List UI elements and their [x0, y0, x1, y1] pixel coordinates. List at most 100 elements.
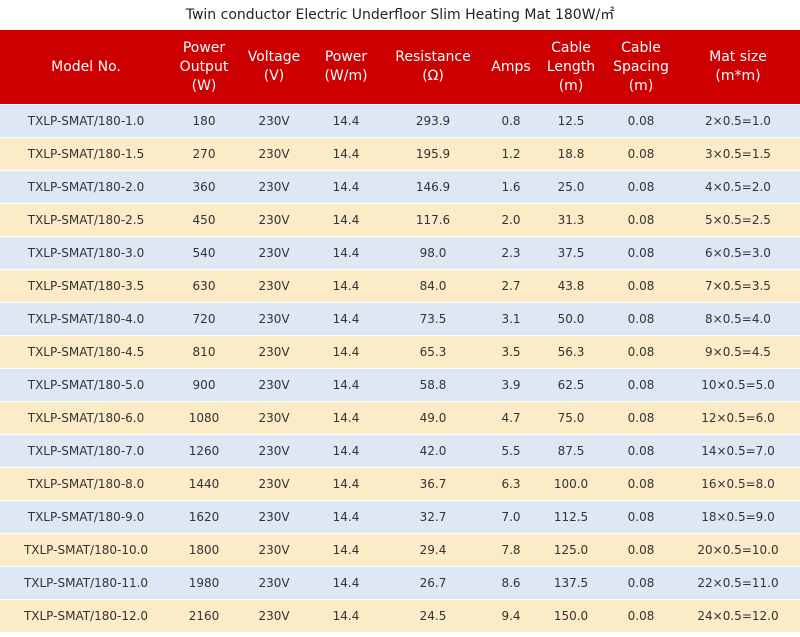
table-row: TXLP-SMAT/180-4.5 810 230V 14.4 65.3 3.5 56.3 0…: [0, 335, 800, 369]
cell-power-per-meter: 14.4: [312, 401, 380, 435]
cell-model-no: TXLP-SMAT/180-2.5: [0, 203, 172, 237]
cell-cable-spacing: 0.08: [606, 137, 676, 171]
cell-power-output: 2160: [172, 599, 236, 632]
cell-mat-size: 24×0.5=12.0: [676, 599, 800, 632]
col-header-amps: Amps: [486, 30, 536, 105]
cell-power-output: 1620: [172, 500, 236, 534]
col-header-resistance: Resistance (Ω): [380, 30, 486, 105]
cell-voltage: 230V: [236, 467, 312, 501]
cell-cable-length: 100.0: [536, 467, 606, 501]
cell-cable-length: 18.8: [536, 137, 606, 171]
cell-power-output: 180: [172, 104, 236, 138]
cell-cable-spacing: 0.08: [606, 104, 676, 138]
cell-resistance: 293.9: [380, 104, 486, 138]
cell-cable-spacing: 0.08: [606, 203, 676, 237]
cell-model-no: TXLP-SMAT/180-8.0: [0, 467, 172, 501]
table-row: TXLP-SMAT/180-3.5 630 230V 14.4 84.0 2.7 43.8 0…: [0, 269, 800, 303]
cell-power-per-meter: 14.4: [312, 434, 380, 468]
cell-power-output: 1440: [172, 467, 236, 501]
cell-resistance: 26.7: [380, 566, 486, 600]
cell-mat-size: 18×0.5=9.0: [676, 500, 800, 534]
cell-resistance: 146.9: [380, 170, 486, 204]
cell-mat-size: 20×0.5=10.0: [676, 533, 800, 567]
table-row: TXLP-SMAT/180-9.0 1620 230V 14.4 32.7 7.0 112.…: [0, 500, 800, 534]
cell-amps: 8.6: [486, 566, 536, 600]
cell-cable-length: 125.0: [536, 533, 606, 567]
cell-voltage: 230V: [236, 500, 312, 534]
cell-mat-size: 6×0.5=3.0: [676, 236, 800, 270]
cell-cable-length: 75.0: [536, 401, 606, 435]
cell-amps: 4.7: [486, 401, 536, 435]
cell-amps: 9.4: [486, 599, 536, 632]
cell-power-per-meter: 14.4: [312, 599, 380, 632]
cell-mat-size: 14×0.5=7.0: [676, 434, 800, 468]
cell-power-per-meter: 14.4: [312, 137, 380, 171]
cell-amps: 2.0: [486, 203, 536, 237]
cell-cable-length: 150.0: [536, 599, 606, 632]
cell-mat-size: 5×0.5=2.5: [676, 203, 800, 237]
cell-cable-spacing: 0.08: [606, 401, 676, 435]
cell-mat-size: 22×0.5=11.0: [676, 566, 800, 600]
table-row: TXLP-SMAT/180-1.5 270 230V 14.4 195.9 1.2 18.8…: [0, 137, 800, 171]
cell-cable-length: 12.5: [536, 104, 606, 138]
cell-model-no: TXLP-SMAT/180-10.0: [0, 533, 172, 567]
table-row: TXLP-SMAT/180-5.0 900 230V 14.4 58.8 3.9 62.5 0…: [0, 368, 800, 402]
cell-cable-spacing: 0.08: [606, 368, 676, 402]
cell-model-no: TXLP-SMAT/180-5.0: [0, 368, 172, 402]
cell-power-per-meter: 14.4: [312, 533, 380, 567]
cell-amps: 3.1: [486, 302, 536, 336]
col-header-mat-size: Mat size (m*m): [676, 30, 800, 105]
table-row: TXLP-SMAT/180-6.0 1080 230V 14.4 49.0 4.7 75.0…: [0, 401, 800, 435]
cell-power-output: 1260: [172, 434, 236, 468]
cell-mat-size: 16×0.5=8.0: [676, 467, 800, 501]
col-header-cable-length: Cable Length (m): [536, 30, 606, 105]
cell-cable-length: 112.5: [536, 500, 606, 534]
cell-resistance: 32.7: [380, 500, 486, 534]
table-row: TXLP-SMAT/180-7.0 1260 230V 14.4 42.0 5.5 87.5…: [0, 434, 800, 468]
cell-amps: 6.3: [486, 467, 536, 501]
cell-power-per-meter: 14.4: [312, 269, 380, 303]
table-row: TXLP-SMAT/180-10.0 1800 230V 14.4 29.4 7.8 125…: [0, 533, 800, 567]
cell-amps: 1.2: [486, 137, 536, 171]
cell-cable-spacing: 0.08: [606, 500, 676, 534]
cell-cable-spacing: 0.08: [606, 533, 676, 567]
cell-voltage: 230V: [236, 566, 312, 600]
table-row: TXLP-SMAT/180-12.0 2160 230V 14.4 24.5 9.4 150…: [0, 599, 800, 632]
cell-model-no: TXLP-SMAT/180-2.0: [0, 170, 172, 204]
cell-cable-spacing: 0.08: [606, 302, 676, 336]
cell-mat-size: 9×0.5=4.5: [676, 335, 800, 369]
col-header-power-per-meter: Power (W/m): [312, 30, 380, 105]
cell-amps: 0.8: [486, 104, 536, 138]
cell-cable-spacing: 0.08: [606, 566, 676, 600]
cell-voltage: 230V: [236, 302, 312, 336]
cell-amps: 5.5: [486, 434, 536, 468]
cell-voltage: 230V: [236, 368, 312, 402]
cell-resistance: 84.0: [380, 269, 486, 303]
cell-power-per-meter: 14.4: [312, 467, 380, 501]
cell-model-no: TXLP-SMAT/180-4.5: [0, 335, 172, 369]
col-header-model: Model No.: [0, 30, 172, 105]
cell-cable-length: 137.5: [536, 566, 606, 600]
cell-model-no: TXLP-SMAT/180-1.0: [0, 104, 172, 138]
cell-voltage: 230V: [236, 533, 312, 567]
cell-resistance: 29.4: [380, 533, 486, 567]
cell-cable-spacing: 0.08: [606, 170, 676, 204]
cell-power-per-meter: 14.4: [312, 500, 380, 534]
cell-cable-spacing: 0.08: [606, 335, 676, 369]
table-row: TXLP-SMAT/180-8.0 1440 230V 14.4 36.7 6.3 100.…: [0, 467, 800, 501]
cell-power-per-meter: 14.4: [312, 566, 380, 600]
cell-cable-length: 43.8: [536, 269, 606, 303]
cell-cable-spacing: 0.08: [606, 236, 676, 270]
cell-power-output: 540: [172, 236, 236, 270]
cell-power-output: 270: [172, 137, 236, 171]
cell-amps: 3.9: [486, 368, 536, 402]
cell-model-no: TXLP-SMAT/180-11.0: [0, 566, 172, 600]
cell-mat-size: 7×0.5=3.5: [676, 269, 800, 303]
table-row: TXLP-SMAT/180-1.0 180 230V 14.4 293.9 0.8 12.5…: [0, 104, 800, 138]
cell-power-per-meter: 14.4: [312, 302, 380, 336]
cell-amps: 7.8: [486, 533, 536, 567]
spec-table: Model No. Power Output (W) Voltage (V) Powe…: [0, 30, 800, 632]
cell-amps: 1.6: [486, 170, 536, 204]
page-title: Twin conductor Electric Underfloor Slim …: [185, 7, 615, 23]
cell-cable-spacing: 0.08: [606, 269, 676, 303]
